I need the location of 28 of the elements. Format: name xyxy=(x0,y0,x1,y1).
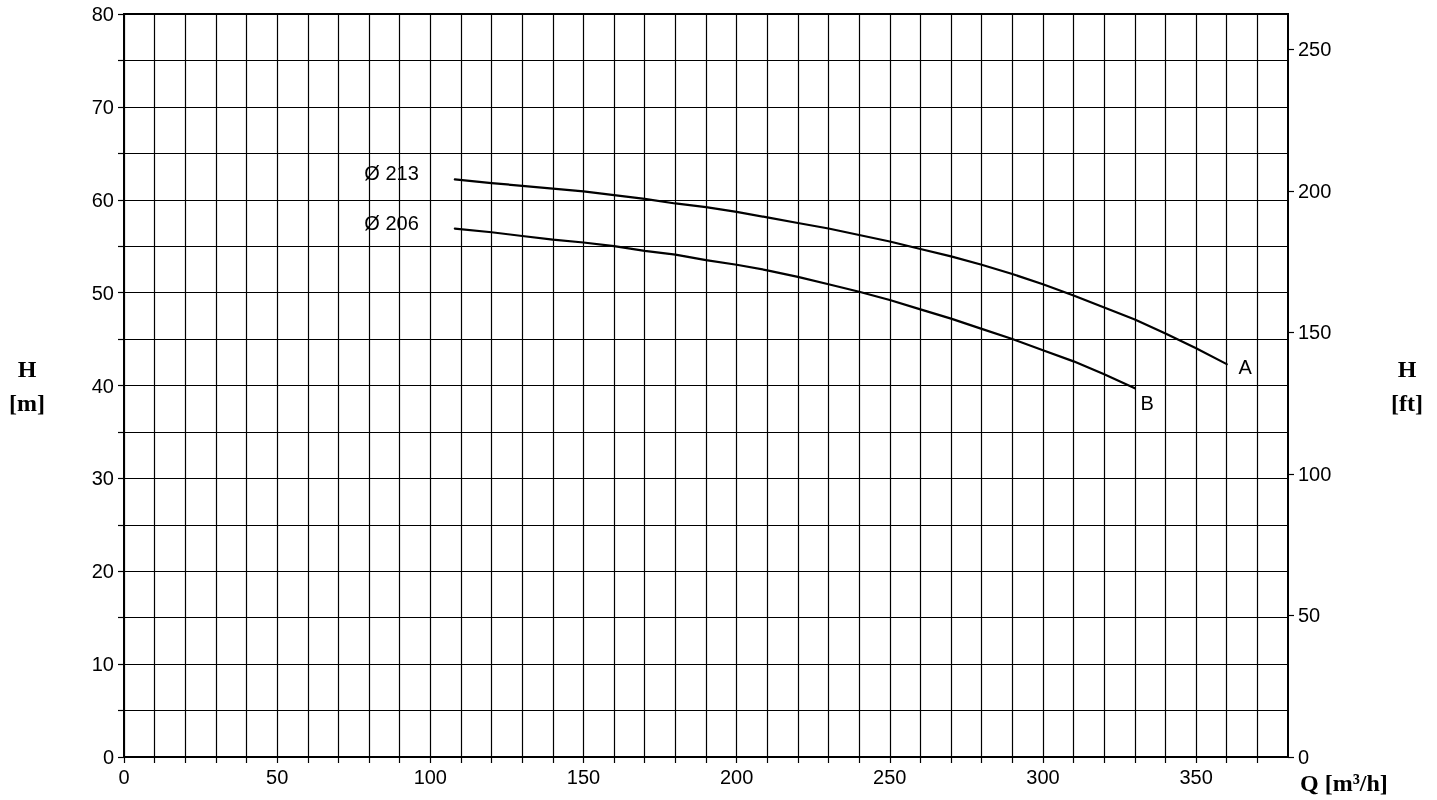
y2-tick-label: 200 xyxy=(1298,179,1332,202)
y2-tick-label: 50 xyxy=(1298,604,1321,627)
y-tick-label: 0 xyxy=(102,746,114,768)
x-tick-label: 100 xyxy=(413,766,447,788)
x-tick-label: 250 xyxy=(873,766,907,788)
y-tick-label: 50 xyxy=(91,281,114,304)
x-tick-label: 0 xyxy=(118,766,130,788)
annotation: A xyxy=(1238,355,1253,378)
y-tick-label: 60 xyxy=(91,188,114,211)
x-tick-label: 150 xyxy=(566,766,601,788)
x-axis-title: Q [m³/h] xyxy=(1300,770,1388,796)
y-tick-label: 30 xyxy=(91,467,114,490)
y-tick-label: 20 xyxy=(91,560,114,583)
x-tick-label: 300 xyxy=(1026,766,1060,788)
y2-axis-title: H [ft] xyxy=(1391,355,1423,416)
x-tick-label: 50 xyxy=(266,766,289,788)
y2-tick-label: 150 xyxy=(1298,321,1332,344)
y-axis-title: H [m] xyxy=(9,355,45,416)
y2-tick-label: 250 xyxy=(1298,38,1332,61)
y-tick-label: 70 xyxy=(91,95,114,118)
y2-tick-label: 0 xyxy=(1298,746,1310,768)
annotation: B xyxy=(1140,392,1154,415)
x-tick-label: 350 xyxy=(1179,766,1213,788)
x-tick-label: 200 xyxy=(719,766,754,788)
y2-tick-label: 100 xyxy=(1298,462,1332,485)
y-tick-label: 40 xyxy=(91,374,114,397)
y-tick-label: 10 xyxy=(91,653,114,676)
y-tick-label: 80 xyxy=(91,3,114,25)
